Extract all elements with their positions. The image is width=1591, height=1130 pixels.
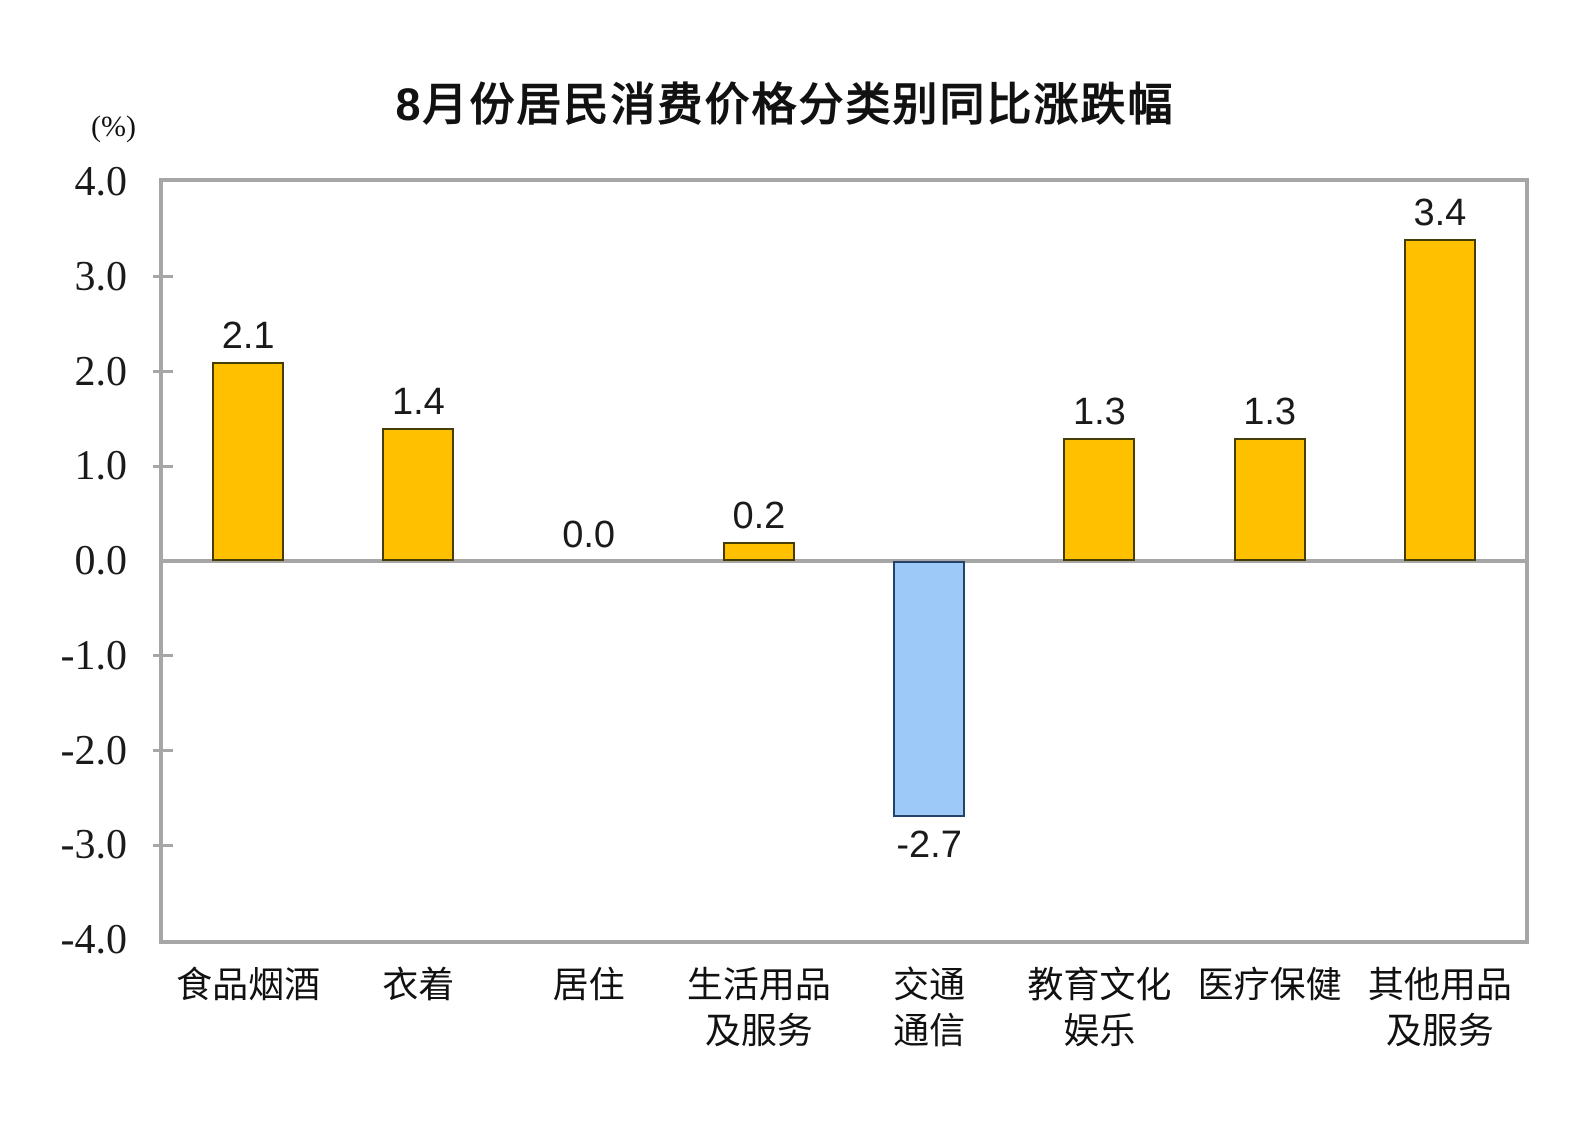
x-category-label: 生活用品 及服务 [649,962,869,1054]
chart-title: 8月份居民消费价格分类别同比涨跌幅 [395,79,1175,130]
bar [893,561,966,817]
bar-value-label: 1.4 [391,381,445,424]
x-category-label-line: 及服务 [704,1010,813,1051]
zero-baseline [163,559,1525,563]
y-tick-mark [153,464,173,468]
bar-value-label: 1.3 [1243,390,1297,433]
bar-value-label: 2.1 [221,315,275,358]
x-category-label-line: 衣着 [382,964,455,1005]
plot-area: 2.1 1.4 0.0 0.2 -2.7 1.3 1.3 3.4 [163,182,1525,940]
x-category-label-line: 居住 [552,964,625,1005]
x-category-label-line: 通信 [893,1010,966,1051]
x-category-label-line: 生活用品 [686,964,831,1005]
bar [1233,437,1306,561]
y-tick-label: 4.0 [74,159,128,205]
y-tick-mark [153,843,173,847]
x-category-label: 交通 通信 [819,962,1039,1054]
x-category-label-line: 其他用品 [1367,964,1512,1005]
x-category-label-line: 及服务 [1385,1010,1494,1051]
y-tick-mark [153,654,173,658]
x-axis-category-labels: 食品烟酒 衣着 居住 生活用品 及服务 交通 通信 教育文化 娱乐 医疗保健 其他用品 及服务 [163,962,1525,1082]
y-tick-mark [153,749,173,752]
y-tick-label: 1.0 [74,443,128,490]
x-category-label-line: 食品烟酒 [176,964,321,1005]
bar-value-label: 0.0 [562,514,616,556]
x-category-label: 衣着 [308,962,528,1008]
x-category-label: 教育文化 娱乐 [989,962,1209,1054]
bar [1403,238,1476,561]
y-axis-unit-label: (%) [91,110,136,143]
y-tick-label: 0.0 [74,538,128,584]
x-category-label-line: 教育文化 [1027,964,1172,1005]
y-tick-label: -3.0 [60,822,128,869]
bar [382,428,455,561]
bar-value-label: 3.4 [1413,191,1467,234]
bar-value-label: 0.2 [732,495,786,538]
x-category-label: 医疗保健 [1160,962,1380,1008]
x-category-label: 居住 [479,962,699,1008]
y-tick-mark [153,275,173,279]
x-category-label: 食品烟酒 [138,962,358,1008]
x-category-label-line: 交通 [893,964,966,1005]
bar-value-label: 1.3 [1072,390,1126,433]
y-tick-label: -1.0 [60,632,128,679]
bar [722,542,795,561]
y-tick-label: -2.0 [60,727,128,774]
y-tick-label: -4.0 [60,917,128,963]
y-tick-mark [153,370,173,373]
x-category-label: 其他用品 及服务 [1330,962,1550,1054]
bar-value-label: -2.7 [896,823,962,866]
bar [1063,437,1136,561]
bar [212,362,285,561]
y-tick-label: 3.0 [74,253,128,300]
y-tick-label: 2.0 [74,348,128,395]
x-category-label-line: 医疗保健 [1197,964,1342,1005]
x-category-label-line: 娱乐 [1063,1010,1136,1051]
